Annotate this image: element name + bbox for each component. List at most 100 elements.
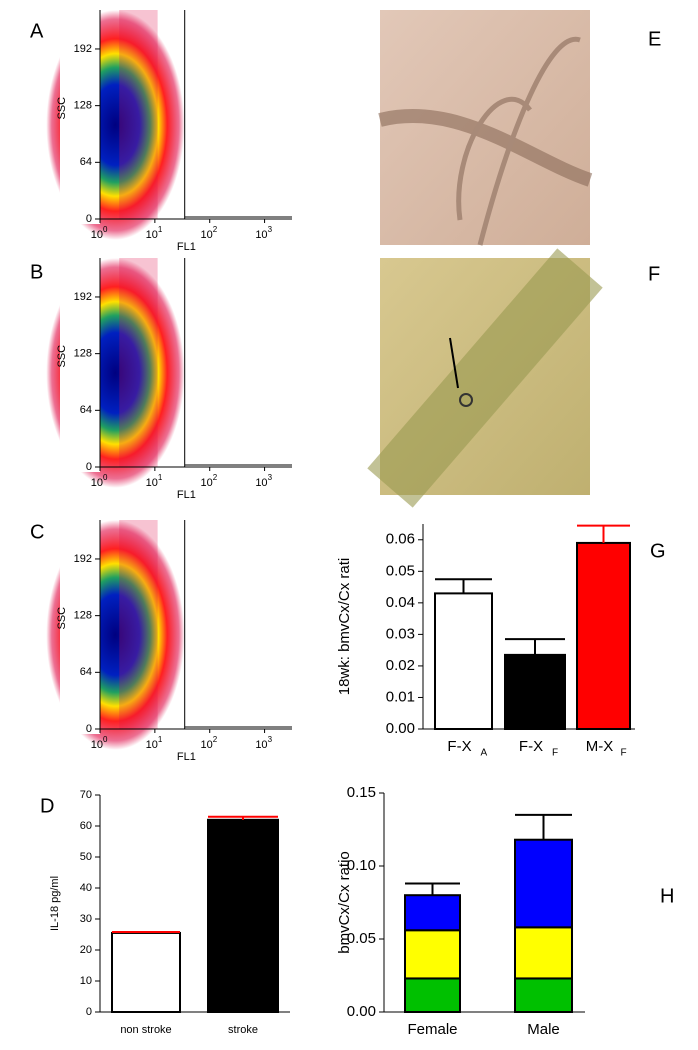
- x-tick-subscript: A: [481, 748, 488, 759]
- x-tick-exponent: 2: [213, 225, 218, 234]
- panel-label: G: [650, 540, 666, 562]
- x-tick-exponent: 0: [103, 225, 108, 234]
- y-axis-label: bmvCx/Cx ratio: [336, 851, 353, 954]
- y-tick-label: 10: [80, 975, 92, 987]
- y-axis-label: SSC: [56, 345, 68, 368]
- x-tick-label: 10: [255, 477, 267, 489]
- x-tick-subscript: F: [552, 748, 558, 759]
- vessel: [456, 96, 532, 221]
- x-tick-label: 10: [91, 229, 103, 241]
- bar: [504, 653, 566, 731]
- y-tick-label: 0.10: [347, 857, 376, 874]
- error-bar: [208, 815, 278, 820]
- scatter-haze: [119, 10, 158, 219]
- y-tick-label: 0: [86, 723, 92, 735]
- x-tick-label: Male: [527, 1021, 560, 1038]
- bar-segment: [404, 929, 461, 980]
- x-tick-label: 10: [255, 739, 267, 751]
- y-tick-label: 20: [80, 944, 92, 956]
- x-tick-label: stroke: [228, 1024, 258, 1036]
- x-tick-label: M-X: [586, 738, 614, 755]
- y-axis-label: 18wk: bmvCx/Cx rati: [336, 558, 353, 696]
- x-tick-label: 10: [146, 739, 158, 751]
- panel-label: E: [648, 28, 661, 50]
- error-bar: [435, 578, 492, 594]
- bar: [207, 818, 279, 1013]
- panel-label: A: [30, 20, 44, 42]
- x-tick-label: 10: [146, 229, 158, 241]
- panel-label: C: [30, 521, 44, 543]
- y-tick-label: 40: [80, 882, 92, 894]
- bar: [434, 592, 493, 731]
- x-tick-label: 10: [91, 739, 103, 751]
- x-tick-label: 10: [91, 477, 103, 489]
- mask-left: [60, 5, 100, 224]
- y-tick-label: 128: [74, 100, 92, 112]
- scatter-haze: [119, 258, 158, 467]
- y-tick-label: 60: [80, 820, 92, 832]
- y-axis-label: IL-18 pg/ml: [49, 876, 61, 931]
- y-tick-label: 0.01: [386, 688, 415, 705]
- x-tick-exponent: 1: [158, 735, 163, 744]
- panel-label: D: [40, 795, 54, 817]
- y-tick-label: 0.03: [386, 625, 415, 642]
- y-tick-label: 0: [86, 213, 92, 225]
- error-bar: [505, 638, 565, 655]
- x-tick-label: 10: [146, 477, 158, 489]
- bar-segment: [404, 894, 461, 932]
- error-bar: [405, 882, 460, 896]
- x-tick-exponent: 3: [268, 473, 273, 482]
- cell: [459, 393, 473, 407]
- y-tick-label: 0.00: [347, 1003, 376, 1020]
- y-tick-label: 128: [74, 610, 92, 622]
- x-tick-label: 10: [200, 739, 212, 751]
- x-axis-label: FL1: [177, 751, 196, 763]
- vessel: [477, 36, 581, 246]
- x-tick-label: non stroke: [120, 1024, 171, 1036]
- y-tick-label: 0.05: [386, 562, 415, 579]
- y-tick-label: 30: [80, 913, 92, 925]
- y-tick-label: 192: [74, 43, 92, 55]
- x-axis-label: FL1: [177, 489, 196, 501]
- y-axis-label: SSC: [56, 97, 68, 120]
- x-tick-label: 10: [255, 229, 267, 241]
- x-tick-label: 10: [200, 477, 212, 489]
- x-tick-exponent: 0: [103, 473, 108, 482]
- y-tick-label: 0.15: [347, 784, 376, 801]
- x-tick-exponent: 1: [158, 225, 163, 234]
- x-tick-label: Female: [407, 1021, 457, 1038]
- y-tick-label: 0.06: [386, 531, 415, 548]
- vessel: [378, 109, 593, 187]
- bar-segment: [404, 977, 461, 1013]
- y-tick-label: 192: [74, 553, 92, 565]
- y-tick-label: 128: [74, 348, 92, 360]
- arrow: [449, 337, 459, 389]
- x-tick-exponent: 1: [158, 473, 163, 482]
- y-tick-label: 50: [80, 851, 92, 863]
- scatter-haze: [119, 520, 158, 729]
- x-tick-label: 10: [200, 229, 212, 241]
- bar-segment: [514, 926, 573, 980]
- bar: [111, 931, 181, 1014]
- y-tick-label: 0: [86, 1006, 92, 1018]
- x-tick-exponent: 2: [213, 473, 218, 482]
- y-tick-label: 0.05: [347, 930, 376, 947]
- mask-left: [60, 253, 100, 472]
- x-tick-exponent: 3: [268, 735, 273, 744]
- bar: [576, 541, 631, 731]
- mask-left: [60, 515, 100, 734]
- bar-segment: [514, 977, 573, 1013]
- x-tick-label: F-X: [447, 738, 471, 755]
- y-axis-label: SSC: [56, 607, 68, 630]
- vessel: [367, 248, 603, 508]
- x-axis-label: FL1: [177, 241, 196, 253]
- panel-label: B: [30, 261, 43, 283]
- x-tick-label: F-X: [519, 738, 543, 755]
- x-tick-exponent: 3: [268, 225, 273, 234]
- error-bar: [112, 931, 180, 934]
- y-tick-label: 64: [80, 404, 92, 416]
- x-tick-subscript: F: [621, 748, 627, 759]
- error-bar: [515, 813, 572, 840]
- bar-segment: [514, 838, 573, 929]
- y-tick-label: 64: [80, 156, 92, 168]
